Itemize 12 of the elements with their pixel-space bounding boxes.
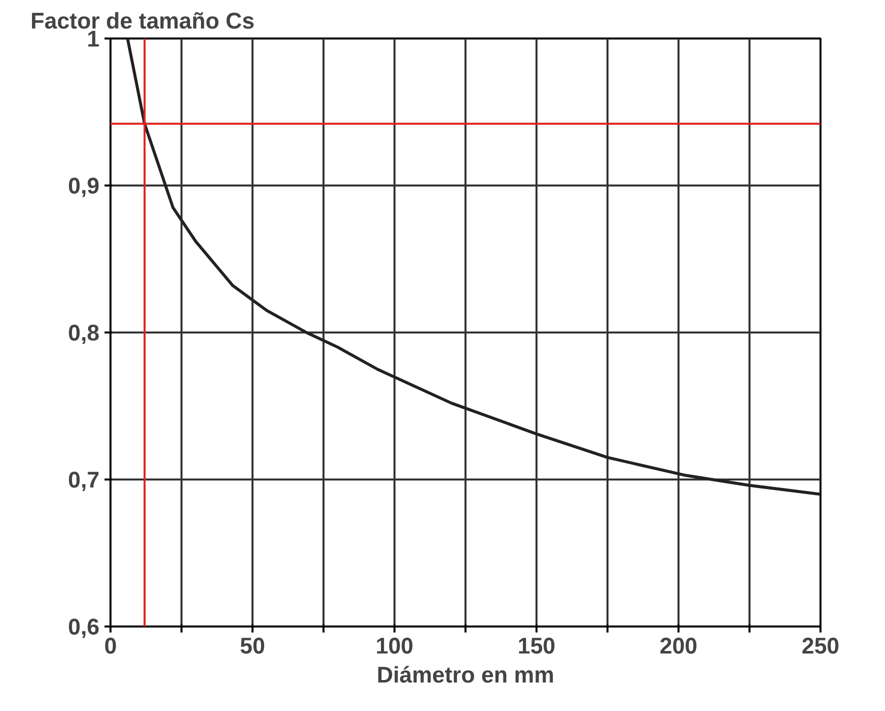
y-tick-label: 0,7 [68,466,100,492]
x-tick-label: 0 [104,632,117,658]
x-axis-title: Diámetro en mm [376,662,554,688]
y-tick-label: 0,6 [68,614,100,640]
y-tick-label: 0,9 [68,172,100,198]
x-tick-label: 50 [240,632,266,658]
x-tick-label: 100 [376,632,414,658]
x-tick-label: 250 [802,632,840,658]
x-tick-label: 200 [660,632,698,658]
y-tick-label: 0,8 [68,320,100,346]
x-tick-label: 150 [518,632,556,658]
line-series [126,38,820,496]
